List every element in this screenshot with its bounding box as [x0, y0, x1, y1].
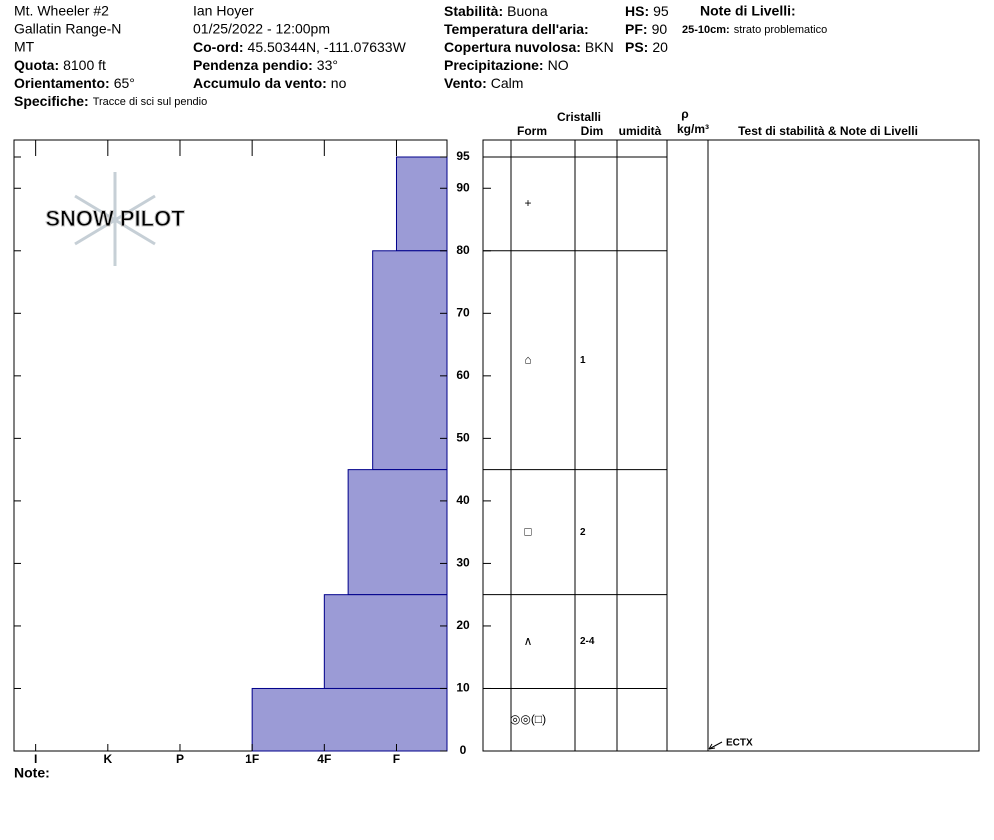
- column-header: Dim: [581, 124, 604, 138]
- field-value: strato problematico: [734, 24, 828, 36]
- header-field: HS: 95: [625, 3, 669, 19]
- header-field: Quota: 8100 ft: [14, 57, 106, 73]
- field-label: Specifiche:: [14, 93, 89, 109]
- header-field: Stabilità: Buona: [444, 3, 548, 19]
- x-tick-label: 1F: [245, 752, 259, 766]
- y-tick-label: 70: [456, 305, 470, 319]
- header-field: Mt. Wheeler #2: [14, 3, 109, 19]
- field-label: HS:: [625, 3, 649, 19]
- field-label: Vento:: [444, 75, 487, 91]
- field-label: PF:: [625, 21, 648, 37]
- y-tick-label: 95: [456, 149, 470, 163]
- y-tick-label: 80: [456, 243, 470, 257]
- y-tick-label: 40: [456, 493, 470, 507]
- header-field: 25-10cm: strato problematico: [682, 24, 827, 36]
- field-value: 33°: [317, 57, 338, 73]
- column-header: Form: [517, 124, 547, 138]
- logo: [74, 172, 156, 266]
- field-label: Copertura nuvolosa:: [444, 39, 581, 55]
- field-value: 20: [652, 39, 668, 55]
- hardness-bar: [347, 469, 448, 596]
- hardness-bar: [251, 687, 448, 752]
- column-header: umidità: [619, 124, 662, 138]
- test-label: ECTX: [726, 738, 753, 749]
- header-field: Pendenza pendio: 33°: [193, 57, 338, 73]
- header-field: MT: [14, 39, 35, 55]
- field-label: Quota:: [14, 57, 59, 73]
- hardness-bar: [395, 156, 448, 252]
- notes-title: Note di Livelli:: [700, 3, 796, 19]
- grain-form: □: [524, 524, 531, 538]
- x-tick-label: K: [103, 752, 112, 766]
- x-tick-label: 4F: [317, 752, 331, 766]
- field-label: Stabilità:: [444, 3, 503, 19]
- header-field: PS: 20: [625, 39, 668, 55]
- grain-form: ∧: [524, 634, 533, 648]
- field-label: Pendenza pendio:: [193, 57, 313, 73]
- field-value: 90: [652, 21, 668, 37]
- field-label: Orientamento:: [14, 75, 110, 91]
- hardness-bar: [372, 250, 448, 471]
- header-field: Temperatura dell'aria:: [444, 21, 589, 37]
- field-label: 25-10cm:: [682, 24, 730, 36]
- header-field: Orientamento: 65°: [14, 75, 135, 91]
- field-label: Temperatura dell'aria:: [444, 21, 589, 37]
- column-header: kg/m³: [677, 122, 709, 136]
- header-field: Specifiche: Tracce di sci sul pendio: [14, 93, 207, 109]
- column-header: Test di stabilità & Note di Livelli: [738, 124, 918, 138]
- y-tick-label: 10: [456, 681, 470, 695]
- logo-text: SNOW PILOT: [45, 206, 185, 231]
- grain-size: 2: [580, 527, 586, 538]
- field-label: Co-ord:: [193, 39, 244, 55]
- column-header: Cristalli: [557, 110, 601, 124]
- field-value: 8100 ft: [63, 57, 106, 73]
- test-arrow: [708, 741, 723, 750]
- column-header: ρ: [681, 107, 688, 121]
- field-value: NO: [548, 57, 569, 73]
- header-field: PF: 90: [625, 21, 667, 37]
- field-label: Accumulo da vento:: [193, 75, 327, 91]
- y-tick-label: 0: [460, 743, 467, 757]
- header-field: Co-ord: 45.50344N, -111.07633W: [193, 39, 407, 55]
- header-field: 01/25/2022 - 12:00pm: [193, 21, 330, 37]
- field-value: no: [331, 75, 347, 91]
- header-field: Ian Hoyer: [193, 3, 254, 19]
- test-arrowhead: [708, 743, 716, 750]
- header-field: Accumulo da vento: no: [193, 75, 347, 91]
- y-tick-label: 30: [456, 556, 470, 570]
- field-value: 95: [653, 3, 669, 19]
- grain-size: 1: [580, 355, 586, 366]
- field-value: 45.50344N, -111.07633W: [248, 39, 407, 55]
- note-label: Note:: [14, 765, 50, 781]
- hardness-bar: [323, 594, 448, 689]
- header-field: Vento: Calm: [444, 75, 523, 91]
- grain-form: ◎◎(□): [510, 712, 546, 726]
- field-value: 65°: [114, 75, 135, 91]
- header-field: Precipitazione: NO: [444, 57, 569, 73]
- header-field: Copertura nuvolosa: BKN: [444, 39, 614, 55]
- field-value: BKN: [585, 39, 614, 55]
- grain-size: 2-4: [580, 636, 595, 647]
- x-tick-label: I: [34, 752, 37, 766]
- field-label: Precipitazione:: [444, 57, 544, 73]
- field-value: Tracce di sci sul pendio: [93, 96, 208, 108]
- y-tick-label: 50: [456, 431, 470, 445]
- x-tick-label: F: [393, 752, 400, 766]
- grain-form: ⌂: [524, 352, 531, 366]
- x-tick-label: P: [176, 752, 184, 766]
- y-tick-label: 20: [456, 618, 470, 632]
- grain-form: +: [524, 196, 531, 210]
- layer-table-frame: [482, 139, 980, 752]
- field-value: Buona: [507, 3, 548, 19]
- y-tick-label: 60: [456, 368, 470, 382]
- y-tick-label: 90: [456, 180, 470, 194]
- field-label: PS:: [625, 39, 648, 55]
- field-value: Calm: [491, 75, 524, 91]
- header-field: Gallatin Range-N: [14, 21, 121, 37]
